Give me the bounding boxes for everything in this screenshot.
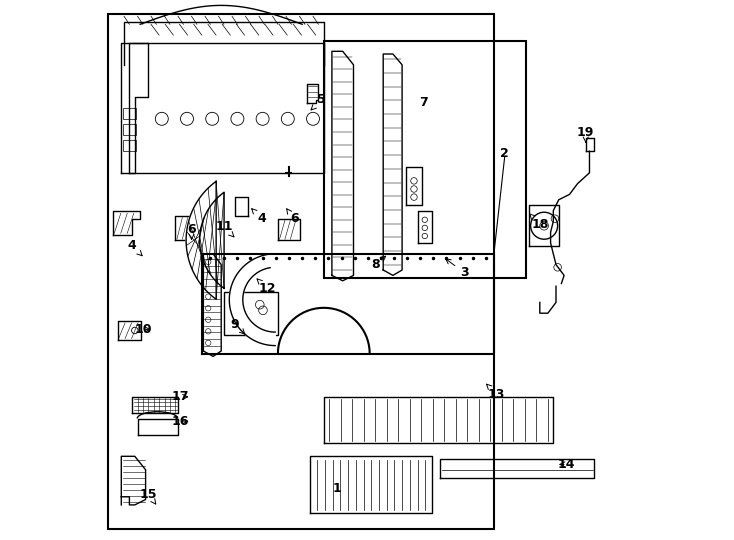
- Text: 9: 9: [230, 318, 244, 334]
- Bar: [123, 124, 137, 135]
- Text: 14: 14: [558, 458, 575, 471]
- Text: 3: 3: [446, 259, 468, 279]
- Text: 4: 4: [128, 239, 142, 256]
- Text: 4: 4: [252, 208, 266, 225]
- Text: 13: 13: [487, 384, 505, 401]
- Text: 16: 16: [172, 415, 189, 428]
- Bar: [123, 108, 137, 119]
- Text: 6: 6: [187, 223, 196, 239]
- Bar: [123, 140, 137, 151]
- Text: 2: 2: [501, 147, 509, 160]
- Text: 1: 1: [333, 482, 341, 495]
- Text: 6: 6: [287, 209, 299, 225]
- Polygon shape: [186, 181, 224, 299]
- Polygon shape: [229, 254, 275, 346]
- Text: 5: 5: [311, 93, 325, 110]
- Text: 19: 19: [577, 126, 595, 142]
- Text: 18: 18: [530, 214, 548, 231]
- Bar: [224, 292, 278, 335]
- Text: 7: 7: [419, 96, 428, 109]
- Text: 11: 11: [215, 220, 234, 237]
- Text: 17: 17: [172, 390, 189, 403]
- Text: 12: 12: [257, 279, 276, 295]
- Text: 8: 8: [371, 256, 385, 271]
- Text: 15: 15: [139, 488, 157, 504]
- Text: 10: 10: [134, 323, 152, 336]
